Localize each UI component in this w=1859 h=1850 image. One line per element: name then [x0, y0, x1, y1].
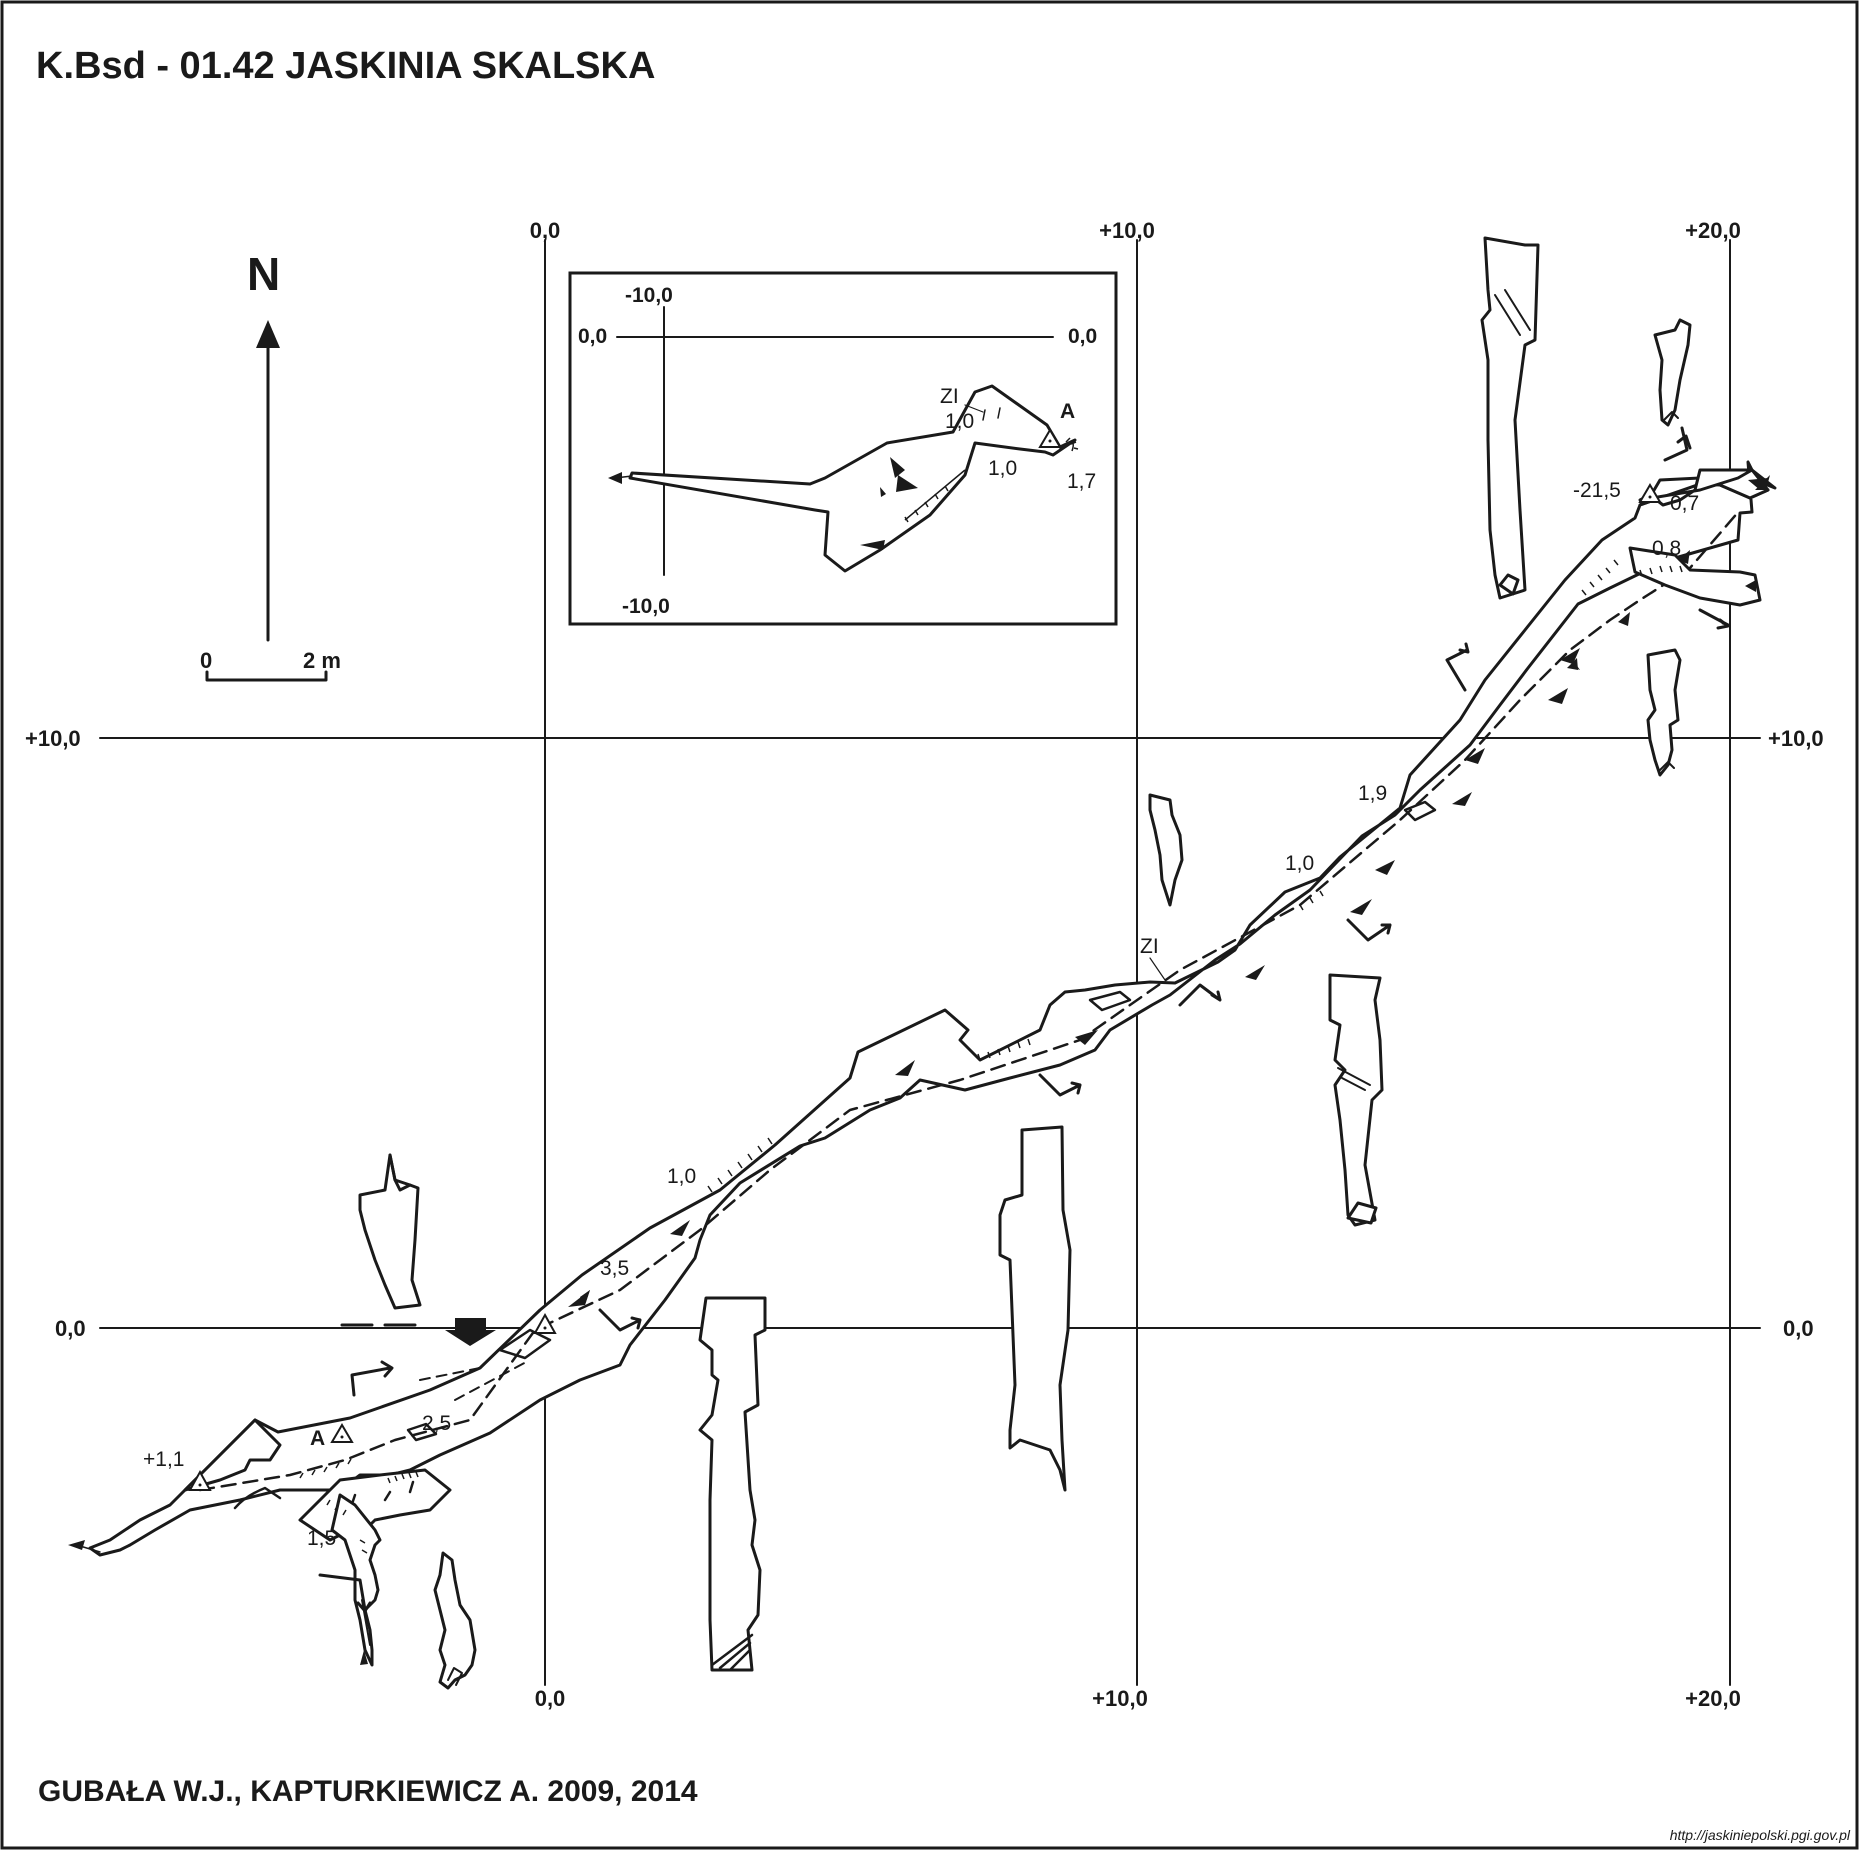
grid-label-x-top-20: +20,0 — [1685, 218, 1741, 243]
grid-label-x-bottom-10: +10,0 — [1092, 1686, 1148, 1711]
grid-label-x-bottom-20: +20,0 — [1685, 1686, 1741, 1711]
wall-ticks — [299, 559, 1683, 1554]
cave-main-passage — [88, 460, 1777, 1557]
grid-label-x-top-0: 0,0 — [530, 218, 561, 243]
cross-section-7 — [1653, 318, 1692, 427]
grid-label-y-left-10: +10,0 — [25, 726, 81, 751]
grid-label-y-right-0: 0,0 — [1783, 1316, 1814, 1341]
authors: GUBAŁA W.J., KAPTURKIEWICZ A. 2009, 2014 — [38, 1775, 698, 1808]
inset-label-top: -10,0 — [625, 284, 673, 307]
label-plus-1-1: +1,1 — [143, 1448, 184, 1471]
label-0-7: 0,7 — [1670, 492, 1699, 515]
north-label: N — [247, 248, 280, 300]
scale-bar: 0 2 m — [200, 648, 341, 682]
inset-label-station-a: A — [1060, 400, 1075, 423]
slope-arrows — [568, 475, 1770, 1307]
survey-station-icon-2 — [533, 1312, 557, 1334]
inset-label-depth-3: 1,7 — [1067, 470, 1096, 493]
entrance-arrow-icon — [445, 1318, 496, 1346]
label-1-0-b: 1,0 — [1285, 852, 1314, 875]
inset-slope-arrow-icon — [890, 457, 905, 478]
survey-station-icon-3 — [1638, 483, 1662, 503]
scale-zero: 0 — [200, 648, 212, 673]
survey-station-icon — [188, 1469, 212, 1491]
map-title: K.Bsd - 01.42 JASKINIA SKALSKA — [36, 45, 655, 87]
north-arrow: N — [247, 248, 280, 642]
label-2-5: 2,5 — [422, 1412, 451, 1435]
inset-label-bottom: -10,0 — [622, 595, 670, 618]
inset-label-zi: ZI — [940, 385, 959, 408]
scale-length: 2 m — [303, 648, 341, 673]
inset-section: -10,0 0,0 0,0 -10,0 ZI 1,0 1,0 A 1,7 — [568, 271, 1118, 626]
label-0-8: 0,8 — [1652, 537, 1681, 560]
label-1-0-a: 1,0 — [667, 1165, 696, 1188]
cross-section-1 — [358, 1153, 422, 1310]
cross-sections — [318, 236, 1730, 1690]
label-zi: ZI — [1140, 935, 1159, 958]
label-1-5: 1,5 — [307, 1527, 336, 1550]
grid-label-y-left-0: 0,0 — [55, 1316, 86, 1341]
cross-section-9 — [1148, 793, 1184, 907]
cross-section-2 — [433, 1551, 477, 1690]
grid-label-x-bottom-0: 0,0 — [535, 1686, 566, 1711]
inset-survey-station-icon — [1038, 428, 1062, 448]
inset-label-left: 0,0 — [578, 325, 607, 348]
grid-labels: 0,0 +10,0 +20,0 0,0 +10,0 +20,0 +10,0 0,… — [25, 218, 1824, 1711]
label-1-9: 1,9 — [1358, 782, 1387, 805]
cave-plan — [68, 460, 1777, 1667]
survey-station-a-icon — [330, 1423, 354, 1443]
cross-section-4 — [998, 1125, 1072, 1492]
plan-labels: +1,1 A 1,5 2,5 3,5 1,0 ZI 1,0 1,9 -21,5 … — [143, 479, 1699, 1550]
cross-section-3 — [698, 1296, 767, 1672]
label-station-a: A — [310, 1427, 325, 1450]
cross-section-6 — [1480, 236, 1540, 600]
cross-section-5 — [1328, 973, 1384, 1227]
cross-section-8 — [1646, 648, 1682, 777]
inset-label-right: 0,0 — [1068, 325, 1097, 348]
north-arrow-head-icon — [256, 320, 280, 348]
label-3-5: 3,5 — [600, 1257, 629, 1280]
label-minus-21-5: -21,5 — [1573, 479, 1621, 502]
inset-label-depth-1: 1,0 — [945, 410, 974, 433]
grid-label-y-right-10: +10,0 — [1768, 726, 1824, 751]
grid-label-x-top-10: +10,0 — [1099, 218, 1155, 243]
source-url: http://jaskiniepolski.pgi.gov.pl — [1670, 1827, 1851, 1843]
inset-cave-profile — [628, 384, 1077, 573]
inset-label-depth-2: 1,0 — [988, 457, 1017, 480]
